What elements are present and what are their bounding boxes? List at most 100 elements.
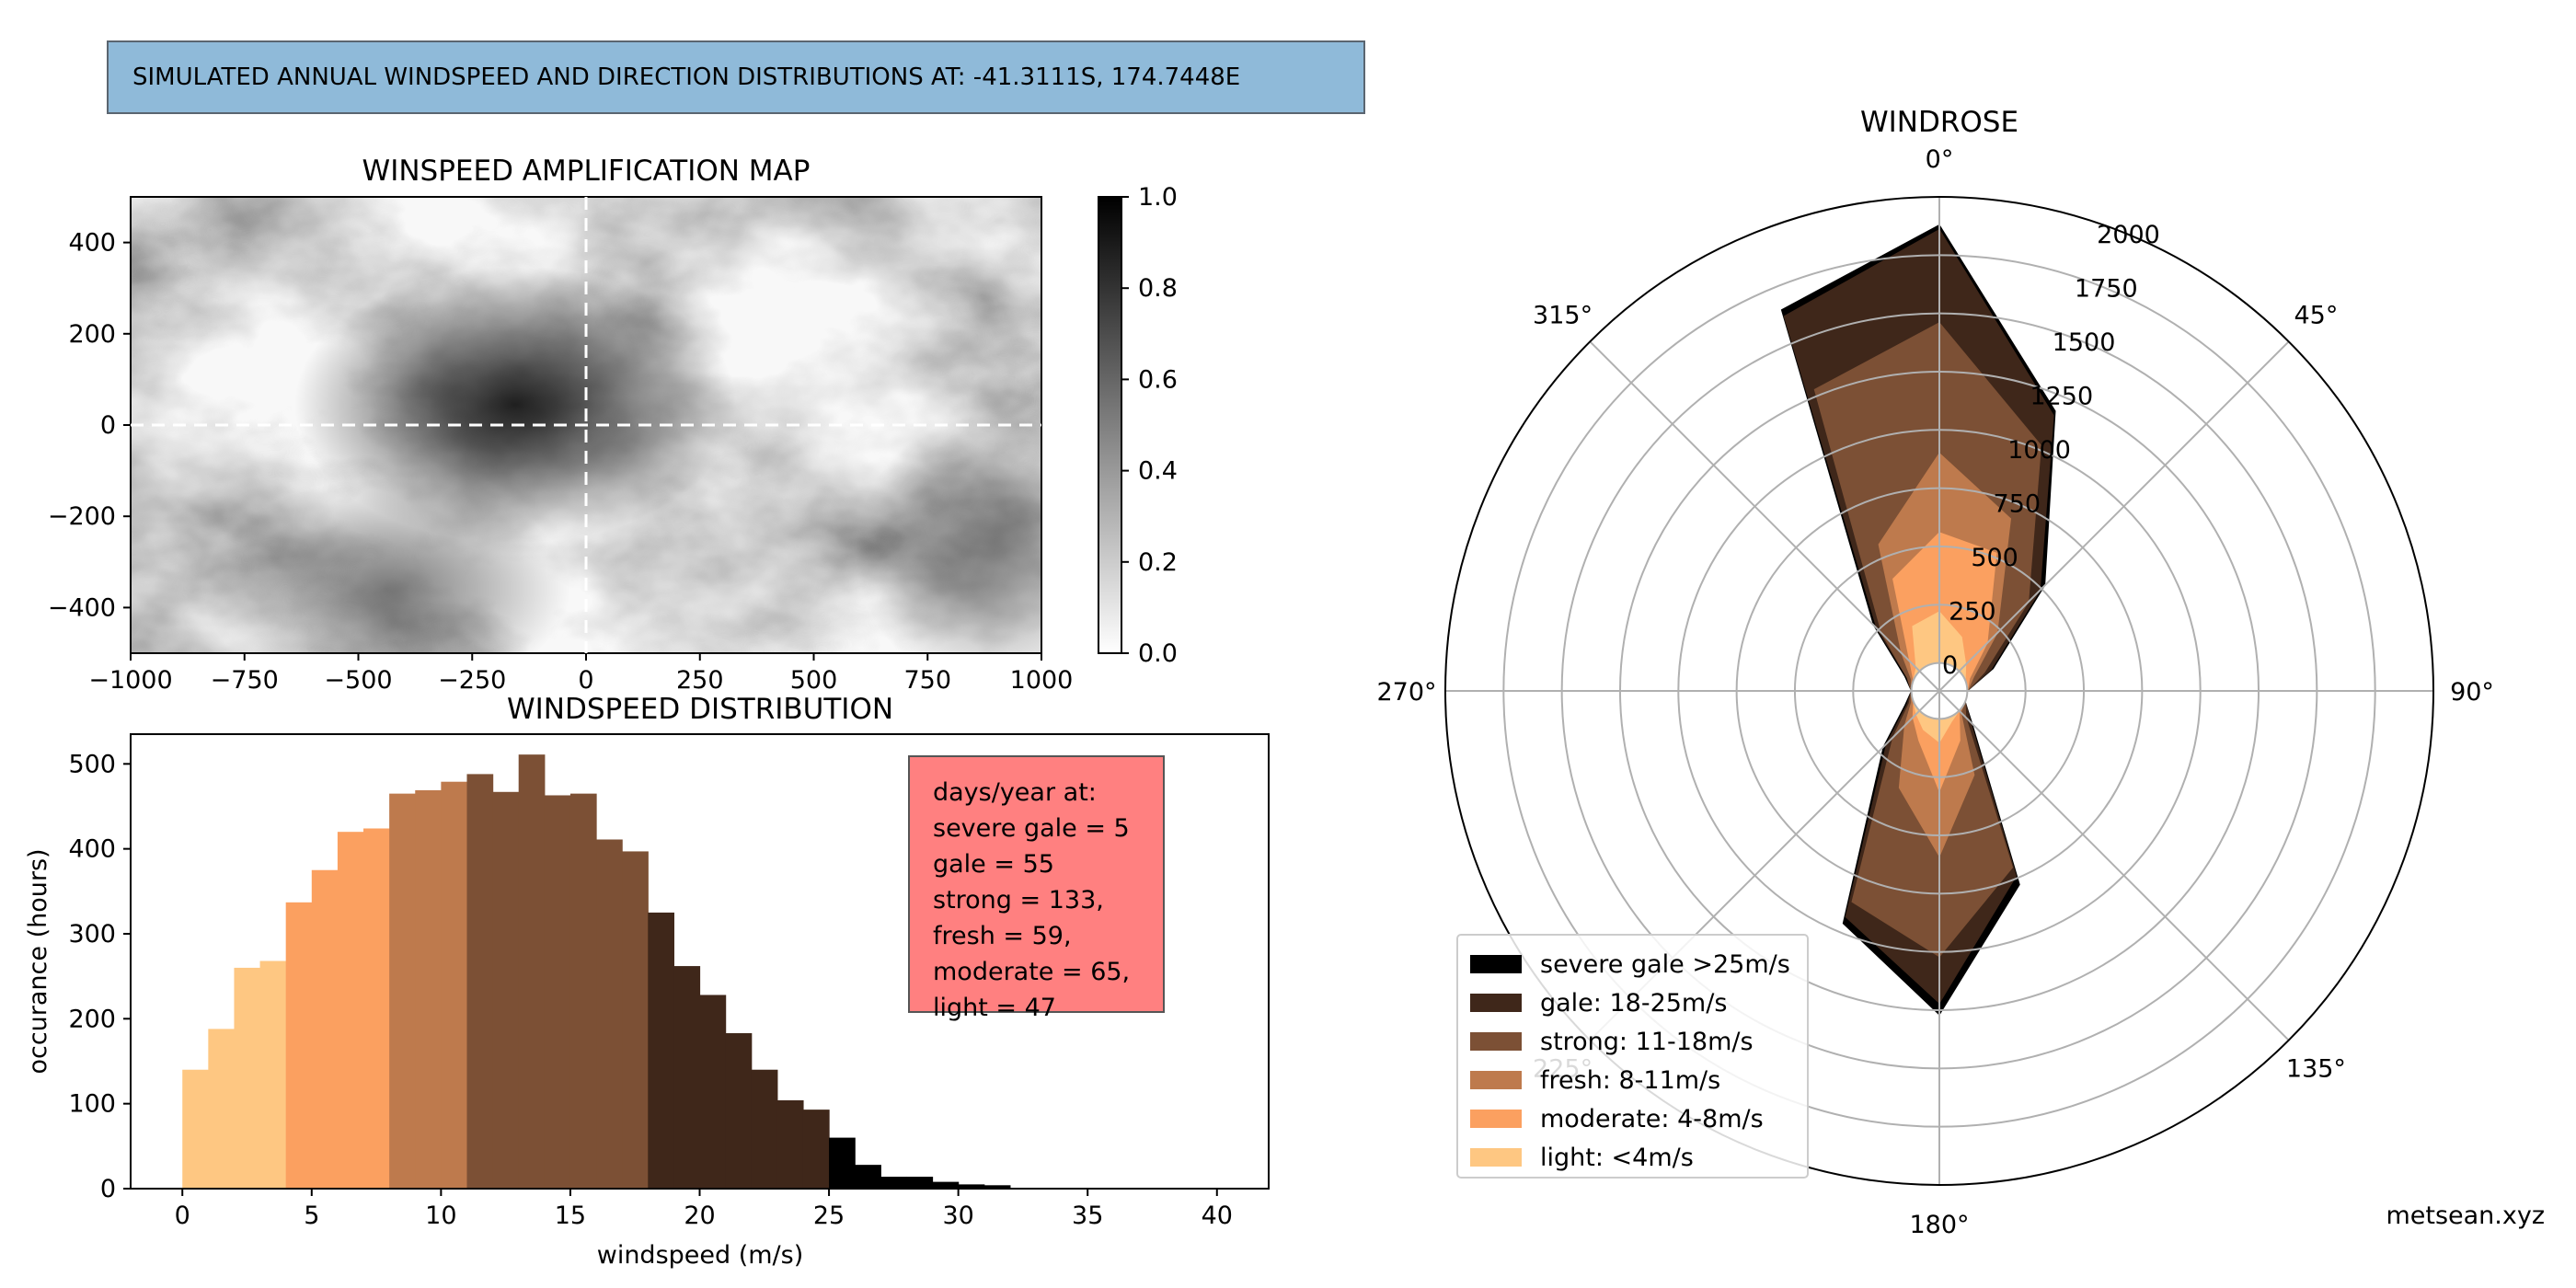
windrose-radial-label: 500	[1971, 544, 2018, 572]
windrose-angle-label: 270°	[1376, 678, 1436, 707]
heatmap-y-tick-label: 0	[100, 411, 116, 440]
histogram-bar	[285, 902, 313, 1189]
legend-swatch	[1470, 994, 1522, 1012]
heatmap-x-tick-label: −500	[324, 666, 392, 695]
histogram-bar	[466, 774, 494, 1189]
histogram-bar	[182, 1069, 209, 1189]
histogram-bar	[673, 966, 701, 1189]
colorbar-tick-label: 1.0	[1138, 183, 1178, 212]
histogram-bar	[776, 1099, 804, 1189]
windrose-angle-label: 90°	[2450, 678, 2494, 707]
histogram-bar	[596, 839, 623, 1189]
heatmap-y-tick-label: 200	[68, 320, 116, 349]
histogram-x-label: windspeed (m/s)	[597, 1241, 804, 1270]
heatmap-x-tick-label: −250	[438, 666, 506, 695]
heatmap-x-tick-label: 750	[903, 666, 951, 695]
legend-label: strong: 11-18m/s	[1540, 1028, 1754, 1056]
legend-label: light: <4m/s	[1540, 1144, 1694, 1172]
colorbar-tick-label: 0.2	[1138, 548, 1178, 577]
histogram-bar	[544, 795, 571, 1189]
heatmap-x-tick-label: −1000	[88, 666, 172, 695]
heatmap-title: WINSPEED AMPLIFICATION MAP	[362, 155, 811, 188]
histogram-y-label: occurance (hours)	[24, 848, 52, 1074]
legend-label: gale: 18-25m/s	[1540, 989, 1727, 1018]
legend-swatch	[1470, 955, 1522, 973]
histogram-x-tick-label: 25	[813, 1202, 845, 1230]
histogram-bar	[802, 1110, 830, 1189]
colorbar-axis: 0.0 0.2 0.4 0.6 0.8 1.0	[1121, 183, 1178, 668]
histogram-bar	[983, 1185, 1011, 1189]
windrose-radial-label: 1250	[2030, 382, 2093, 410]
windrose-spoke	[1589, 340, 1940, 692]
colorbar	[1098, 196, 1122, 654]
colorbar-tick-label: 0.6	[1138, 365, 1178, 394]
histogram-y-tick-label: 500	[68, 750, 116, 778]
histogram-bar	[441, 781, 468, 1189]
windrose-panel: WINDROSE 025050075010001250150017502000 …	[1376, 106, 2493, 1239]
annotation-box	[908, 755, 1165, 1013]
watermark: metsean.xyz	[2386, 1202, 2545, 1230]
windrose-radial-label: 1500	[2053, 328, 2116, 357]
histogram-y-axis: 0 100 200 300 400 500	[68, 750, 131, 1203]
histogram-y-tick-label: 100	[68, 1090, 116, 1119]
histogram-bar	[725, 1033, 753, 1189]
heatmap-x-tick-label: 250	[676, 666, 724, 695]
heatmap-y-tick-label: −200	[48, 502, 116, 531]
histogram-x-tick-label: 40	[1202, 1202, 1233, 1230]
annotation-line: fresh = 59,	[933, 922, 1072, 950]
heatmap-y-axis: 400 200 0 −200 −400	[48, 229, 131, 622]
windrose-angle-label: 0°	[1926, 145, 1954, 174]
amplification-map-panel: WINSPEED AMPLIFICATION MAP −1000 −750 −500…	[48, 155, 1178, 695]
histogram-y-tick-label: 200	[68, 1005, 116, 1033]
windrose-title: WINDROSE	[1860, 106, 2018, 139]
heatmap-image	[131, 197, 1041, 653]
histogram-bar	[751, 1069, 778, 1189]
windrose-legend: severe gale >25m/s gale: 18-25m/s strong: …	[1456, 934, 1809, 1179]
windrose-grid	[1444, 196, 2434, 1186]
windrose-angle-label: 135°	[2286, 1054, 2346, 1083]
histogram-bar	[906, 1177, 934, 1189]
histogram-x-tick-label: 5	[304, 1202, 319, 1230]
windrose-outer-ring	[1444, 196, 2434, 1186]
annotation-line: gale = 55	[933, 850, 1054, 879]
histogram-bar	[234, 967, 261, 1189]
windrose-radial-label: 1000	[2007, 436, 2071, 465]
heatmap-y-tick-label: −400	[48, 593, 116, 622]
histogram-bar	[208, 1029, 236, 1189]
histogram-bar	[569, 793, 597, 1189]
histogram-x-axis: 0 5 10 15 20 25 30 35 40	[175, 1189, 1233, 1230]
windspeed-distribution-panel: WINDSPEED DISTRIBUTION 0 5 10 15 20 25 30 35 40 …	[24, 693, 1270, 1270]
histogram-x-tick-label: 20	[684, 1202, 715, 1230]
windrose-radial-label: 250	[1949, 597, 1996, 626]
windrose-spoke	[1938, 690, 2290, 1041]
colorbar-tick-label: 0.0	[1138, 639, 1178, 668]
heatmap-x-axis: −1000 −750 −500 −250 0 250 500 750 1000	[88, 653, 1073, 695]
histogram-bar	[389, 793, 416, 1189]
histogram-bar	[958, 1184, 985, 1189]
histogram-y-tick-label: 0	[100, 1175, 116, 1203]
legend-swatch	[1470, 1071, 1522, 1089]
histogram-x-tick-label: 0	[175, 1202, 190, 1230]
histogram-x-tick-label: 30	[942, 1202, 973, 1230]
windrose-angle-label: 315°	[1533, 302, 1593, 330]
windrose-radial-label: 0	[1942, 651, 1958, 680]
histogram-bar	[648, 912, 674, 1189]
histogram-x-tick-label: 35	[1072, 1202, 1103, 1230]
histogram-bars	[182, 754, 1011, 1189]
heatmap-x-tick-label: 500	[790, 666, 838, 695]
legend-swatch	[1470, 1148, 1522, 1167]
heatmap-y-tick-label: 400	[68, 229, 116, 258]
windrose-radial-axis: 0 250 500 750 1000 1250 1500 1750 2000	[1942, 221, 2160, 680]
histogram-x-tick-label: 15	[555, 1202, 586, 1230]
header-banner: SIMULATED ANNUAL WINDSPEED AND DIRECTION…	[107, 40, 1365, 114]
histogram-bar	[337, 832, 364, 1189]
annotation-line: moderate = 65,	[933, 958, 1130, 986]
windrose-angle-label: 180°	[1909, 1211, 1969, 1239]
annotation-line: light = 47	[933, 994, 1056, 1022]
header-title: SIMULATED ANNUAL WINDSPEED AND DIRECTION…	[132, 63, 1241, 91]
windrose-radial-label: 1750	[2075, 274, 2138, 303]
histogram-bar	[699, 995, 727, 1189]
legend-frame	[1456, 934, 1809, 1179]
